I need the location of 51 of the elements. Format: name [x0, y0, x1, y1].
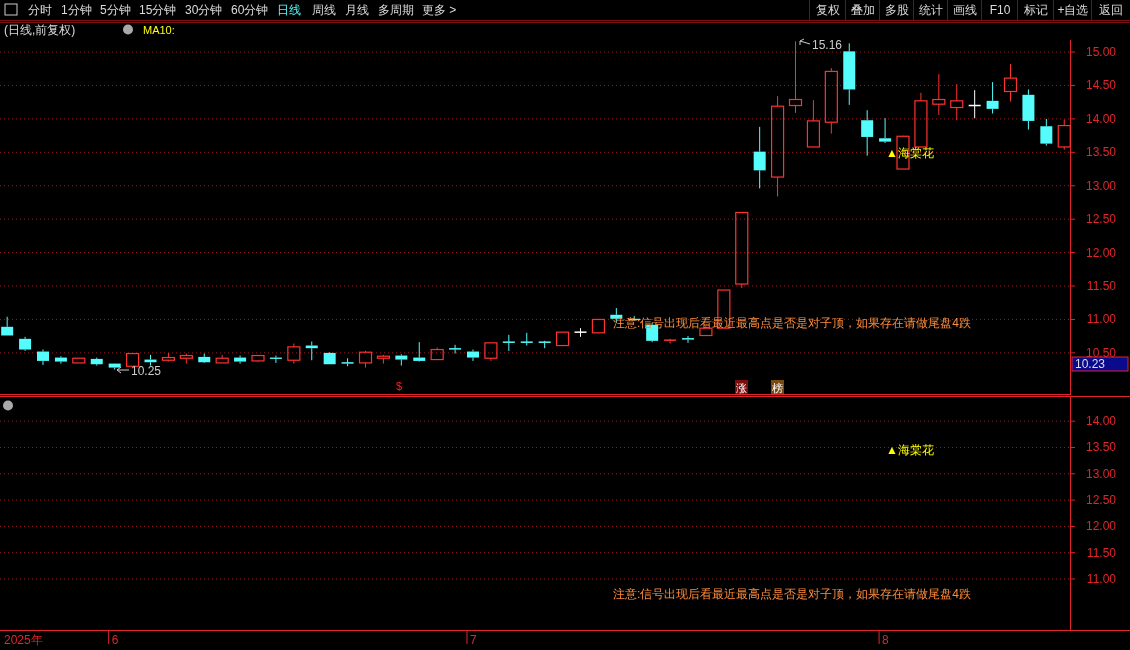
text: MA10: [143, 24, 175, 36]
text: 多股 [885, 3, 909, 17]
y-tick-label: 13.00 [1085, 178, 1117, 193]
text: 5分钟 [100, 3, 131, 17]
text: 返回 [1099, 3, 1123, 17]
annotation: 涨 [736, 382, 747, 394]
text: F10 [989, 3, 1011, 17]
text: 多周期 [378, 3, 414, 17]
y-tick-label: 12.00 [1085, 519, 1117, 534]
y-tick-label: 14.50 [1085, 78, 1117, 93]
text: 30分钟 [185, 3, 223, 17]
text: 日线 [277, 3, 301, 17]
text: 15分钟 [139, 3, 177, 17]
text: 分时 [28, 3, 52, 17]
y-tick-label: 11.00 [1086, 312, 1117, 327]
annotation: 注意:信号出现后看最近最高点是否是对子顶，如果存在请做尾盘4跌 [613, 587, 972, 601]
y-tick-label: 13.00 [1085, 466, 1117, 481]
text: 叠加 [851, 3, 875, 17]
annotation: $ [396, 380, 403, 392]
y-tick-label: 14.00 [1085, 414, 1117, 429]
y-tick-label: 11.50 [1086, 545, 1117, 560]
annotation: 榜 [772, 382, 783, 394]
y-tick-label: 11.00 [1086, 571, 1117, 586]
y-tick-label: 14.00 [1085, 111, 1117, 126]
y-tick-label: 10.50 [1085, 345, 1117, 360]
y-tick-label: 12.00 [1085, 245, 1117, 260]
y-tick-label: 11.50 [1086, 279, 1117, 294]
x-tick-label: 7 [470, 633, 477, 647]
x-tick-label: 8 [882, 633, 890, 647]
text: 画线 [953, 3, 977, 17]
text: 10.23 [1075, 357, 1106, 371]
x-tick-label: 6 [111, 633, 119, 647]
annotation: 15.16 [812, 38, 843, 52]
y-tick-label: 15.00 [1085, 45, 1117, 60]
text: 标记 [1023, 3, 1048, 17]
y-tick-label: 13.50 [1085, 440, 1117, 455]
text: 60分钟 [231, 3, 269, 17]
text: 更多 > [422, 3, 457, 17]
annotation: ▲海棠花 [886, 443, 934, 457]
chart-title: (日线,前复权) [4, 23, 76, 37]
y-tick-label: 12.50 [1085, 212, 1117, 227]
text: 月线 [345, 3, 369, 17]
y-tick-label: 12.50 [1085, 493, 1117, 508]
text: 复权 [816, 3, 840, 17]
annotation: 10.25 [131, 364, 162, 378]
y-tick-label: 13.50 [1085, 145, 1117, 160]
text: 1分钟 [61, 3, 92, 17]
x-tick-label: 2025年 [4, 633, 43, 647]
text: 周线 [312, 3, 336, 17]
text: 统计 [919, 3, 943, 17]
text: +自选 [1057, 3, 1089, 17]
